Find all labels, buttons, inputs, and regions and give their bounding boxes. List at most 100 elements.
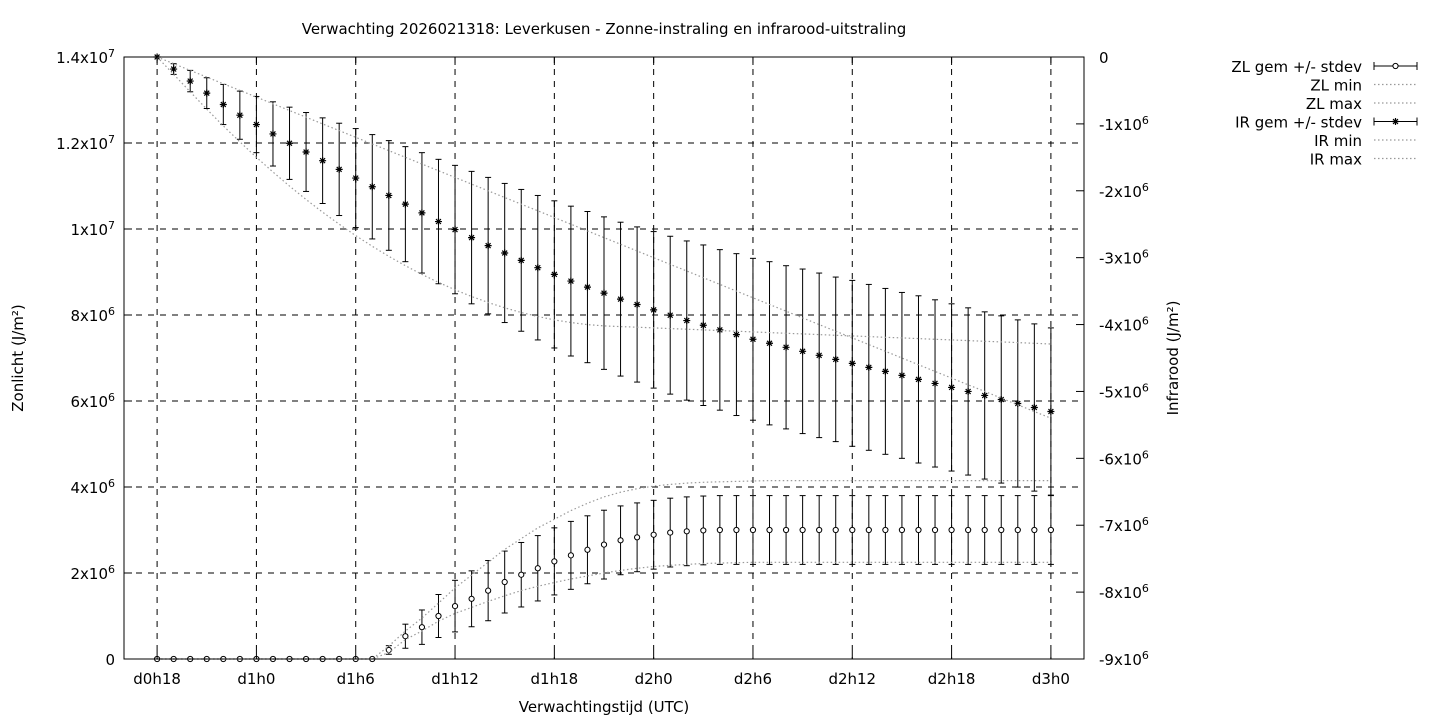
- data-point: [170, 65, 178, 73]
- y-right-tick-label: -8x106: [1099, 582, 1149, 602]
- series-layer: [153, 53, 1055, 663]
- data-point: [948, 383, 956, 391]
- data-point: [997, 395, 1005, 403]
- legend-marker: [1392, 118, 1399, 125]
- x-tick-label: d1h0: [237, 670, 275, 688]
- y-right-tick-label: -7x106: [1099, 515, 1149, 535]
- data-point: [849, 526, 856, 534]
- x-axis-ticks: d0h18 d1h0 d1h6 d1h12 d1h18 d2h0 d2h6 d2h12 d2h1…: [133, 57, 1070, 688]
- data-point: [998, 526, 1005, 534]
- data-point: [666, 311, 674, 319]
- data-point: [799, 526, 806, 534]
- data-point: [567, 277, 575, 285]
- y-left-tick-label: 1.4x107: [56, 47, 115, 67]
- x-tick-label: d1h18: [531, 670, 579, 688]
- data-point: [865, 526, 872, 534]
- data-point: [236, 111, 244, 119]
- data-point: [368, 183, 376, 191]
- series-zl-gem-stdev: [154, 495, 1054, 663]
- series-ir-max: [156, 56, 1052, 419]
- y-left-tick-label: 4x106: [70, 477, 115, 497]
- data-point: [832, 355, 840, 363]
- legend-label: IR max: [1310, 151, 1362, 169]
- x-tick-label: d1h6: [337, 670, 375, 688]
- y-right-tick-label: 0: [1099, 49, 1109, 67]
- data-point: [634, 534, 641, 541]
- y-left-tick-label: 2x106: [70, 563, 115, 583]
- x-tick-label: d2h12: [828, 670, 876, 688]
- data-point: [948, 526, 955, 534]
- data-point: [749, 526, 757, 534]
- data-point: [766, 339, 774, 347]
- series-ir-min: [156, 56, 1051, 345]
- data-point: [583, 283, 591, 291]
- data-point: [617, 537, 624, 544]
- data-point: [534, 565, 541, 572]
- data-point: [600, 289, 608, 297]
- data-point: [286, 139, 294, 147]
- data-point: [881, 367, 889, 375]
- data-point: [584, 546, 591, 553]
- data-point: [650, 306, 658, 314]
- data-point: [716, 326, 724, 334]
- data-point: [1047, 408, 1055, 416]
- data-point: [915, 526, 922, 534]
- data-point: [501, 249, 509, 257]
- data-point: [252, 121, 260, 129]
- data-point: [219, 100, 227, 108]
- x-tick-label: d3h0: [1032, 670, 1070, 688]
- data-point: [485, 587, 492, 594]
- data-point: [203, 89, 211, 97]
- data-point: [501, 578, 508, 586]
- data-point: [699, 321, 707, 329]
- data-point: [782, 343, 790, 351]
- y-right-tick-label: -3x106: [1099, 248, 1149, 268]
- x-tick-label: d2h18: [928, 670, 976, 688]
- data-point: [550, 270, 558, 278]
- data-point: [435, 612, 442, 620]
- data-point: [683, 528, 690, 535]
- series-line: [156, 56, 1052, 419]
- y-right-tick-label: -4x106: [1099, 315, 1149, 335]
- data-point: [865, 363, 873, 371]
- data-point: [418, 624, 426, 631]
- data-point: [319, 157, 327, 165]
- data-point: [600, 541, 608, 548]
- data-point: [1030, 403, 1038, 411]
- plot-frame: [123, 56, 1085, 660]
- y-right-tick-label: -5x106: [1099, 381, 1149, 401]
- data-point: [882, 526, 889, 534]
- y-left-tick-label: 6x106: [70, 391, 115, 411]
- series-line: [156, 56, 1051, 345]
- y-left-tick-label: 1x107: [70, 219, 115, 239]
- series-ir-gem-stdev: [153, 53, 1055, 496]
- data-point: [451, 603, 459, 610]
- data-point: [434, 218, 442, 226]
- data-point: [766, 526, 773, 534]
- data-point: [518, 571, 525, 578]
- y-left-axis-ticks: 0 2x106 4x106 6x106 8x106 1x107 1.2x107 1.4x107: [56, 47, 132, 669]
- legend-label: ZL gem +/- stdev: [1231, 58, 1362, 76]
- x-tick-label: d1h12: [431, 670, 479, 688]
- data-point: [302, 148, 310, 156]
- x-tick-label: d0h18: [133, 670, 181, 688]
- legend-label: ZL min: [1310, 77, 1362, 95]
- y-right-tick-label: -6x106: [1099, 448, 1149, 468]
- data-point: [816, 526, 823, 534]
- data-point: [517, 256, 525, 264]
- data-point: [1014, 526, 1021, 534]
- data-point: [401, 200, 409, 208]
- data-point: [815, 351, 823, 359]
- data-point: [186, 77, 194, 85]
- data-point: [898, 371, 906, 379]
- data-point: [402, 633, 409, 640]
- chart-title: Verwachting 2026021318: Leverkusen - Zon…: [302, 20, 907, 38]
- y-right-tick-label: -2x106: [1099, 181, 1149, 201]
- data-point: [749, 335, 757, 343]
- data-point: [964, 387, 972, 395]
- data-point: [335, 165, 343, 173]
- y-right-axis-ticks: 0 -1x106 -2x106 -3x106 -4x106 -5x106 -6x106 -7x…: [1076, 49, 1149, 669]
- y-left-tick-label: 8x106: [70, 305, 115, 325]
- y-left-tick-label: 1.2x107: [56, 133, 115, 153]
